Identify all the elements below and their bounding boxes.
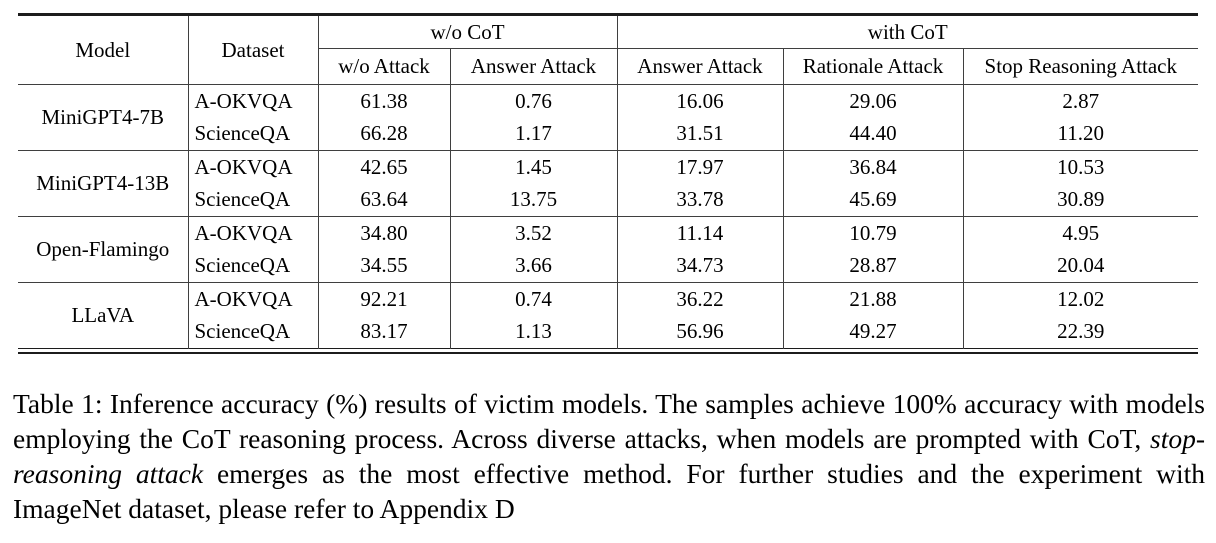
value-cell: 12.02 — [1057, 286, 1105, 311]
value-cell: 63.64 — [318, 183, 451, 217]
value-cell: 20.04 — [963, 249, 1199, 283]
subheader-rationale-attack: Rationale Attack — [783, 48, 964, 85]
value-cell: 10.53 — [1057, 154, 1105, 179]
value-cell: 45.69 — [783, 183, 964, 217]
dataset-cell: A-OKVQA — [188, 84, 319, 118]
value-cell: 34.73 — [617, 249, 784, 283]
value-cell: 56.96 — [617, 315, 784, 349]
caption-italic-phrase: stop-reasoning attack — [13, 423, 1205, 489]
value-cell: 49.27 — [783, 315, 964, 349]
value-cell: 16.06 — [617, 84, 784, 118]
value-cell: 44.40 — [783, 117, 964, 151]
value-cell: 3.52 — [450, 216, 618, 250]
table-caption: Table 1: Inference accuracy (%) results … — [13, 386, 1205, 526]
subheader-answer-attack: Answer Attack — [617, 48, 784, 85]
value-cell: 11.20 — [963, 117, 1199, 151]
header-group-with-cot: with CoT — [617, 14, 1199, 49]
dataset-cell: A-OKVQA — [188, 282, 319, 316]
model-cell: MiniGPT4-13B — [18, 150, 189, 217]
value-cell: 83.17 — [318, 315, 451, 349]
value-cell: 42.65 — [318, 150, 451, 184]
dataset-cell: ScienceQA — [188, 117, 319, 151]
model-cell: LLaVA — [18, 282, 189, 349]
value-cell: 22.39 — [1057, 319, 1105, 344]
value-cell: 10.79 — [783, 216, 964, 250]
value-cell: 1.45 — [450, 150, 618, 184]
header-group-wo-cot: w/o CoT — [318, 14, 618, 49]
value-cell: 36.22 — [617, 282, 784, 316]
dataset-cell: ScienceQA — [188, 315, 319, 349]
results-table: Model Dataset w/o CoT with CoT w/o Attac… — [18, 13, 1199, 349]
value-cell: 36.84 — [783, 150, 964, 184]
value-cell: 0.76 — [450, 84, 618, 118]
value-cell: 92.21 — [318, 282, 451, 316]
value-cell: 31.51 — [617, 117, 784, 151]
value-cell: 1.13 — [450, 315, 618, 349]
value-cell: 1.17 — [450, 117, 618, 151]
value-cell: 61.38 — [318, 84, 451, 118]
value-cell: 13.75 — [450, 183, 618, 217]
model-cell: Open-Flamingo — [18, 216, 189, 283]
subheader-answer-attack-wo: Answer Attack — [450, 48, 618, 85]
dataset-cell: A-OKVQA — [188, 216, 319, 250]
value-cell: 34.55 — [318, 249, 451, 283]
value-cell: 66.28 — [318, 117, 451, 151]
value-cell: 34.80 — [318, 216, 451, 250]
header-model: Model — [18, 14, 189, 85]
value-cell: 30.89 — [963, 183, 1199, 217]
subheader-wo-attack: w/o Attack — [318, 48, 451, 85]
value-cell: 29.06 — [783, 84, 964, 118]
value-cell: 4.95 — [1062, 220, 1100, 245]
header-dataset: Dataset — [188, 14, 319, 85]
dataset-cell: A-OKVQA — [188, 150, 319, 184]
value-cell: 28.87 — [783, 249, 964, 283]
value-cell: 17.97 — [617, 150, 784, 184]
dataset-cell: ScienceQA — [188, 249, 319, 283]
value-cell: 33.78 — [617, 183, 784, 217]
value-cell: 11.14 — [617, 216, 784, 250]
subheader-stop-reasoning-attack: Stop Reasoning Attack — [963, 48, 1199, 85]
caption-text-part1: Table 1: Inference accuracy (%) results … — [13, 388, 1205, 454]
value-cell: 0.74 — [450, 282, 618, 316]
value-cell: 21.88 — [783, 282, 964, 316]
model-cell: MiniGPT4-7B — [18, 84, 189, 151]
results-table-wrapper: Model Dataset w/o CoT with CoT w/o Attac… — [18, 13, 1199, 354]
caption-text-part2: emerges as the most effective method. Fo… — [13, 458, 1205, 524]
dataset-cell: ScienceQA — [188, 183, 319, 217]
value-cell: 2.87 — [1062, 88, 1100, 113]
value-cell: 3.66 — [450, 249, 618, 283]
